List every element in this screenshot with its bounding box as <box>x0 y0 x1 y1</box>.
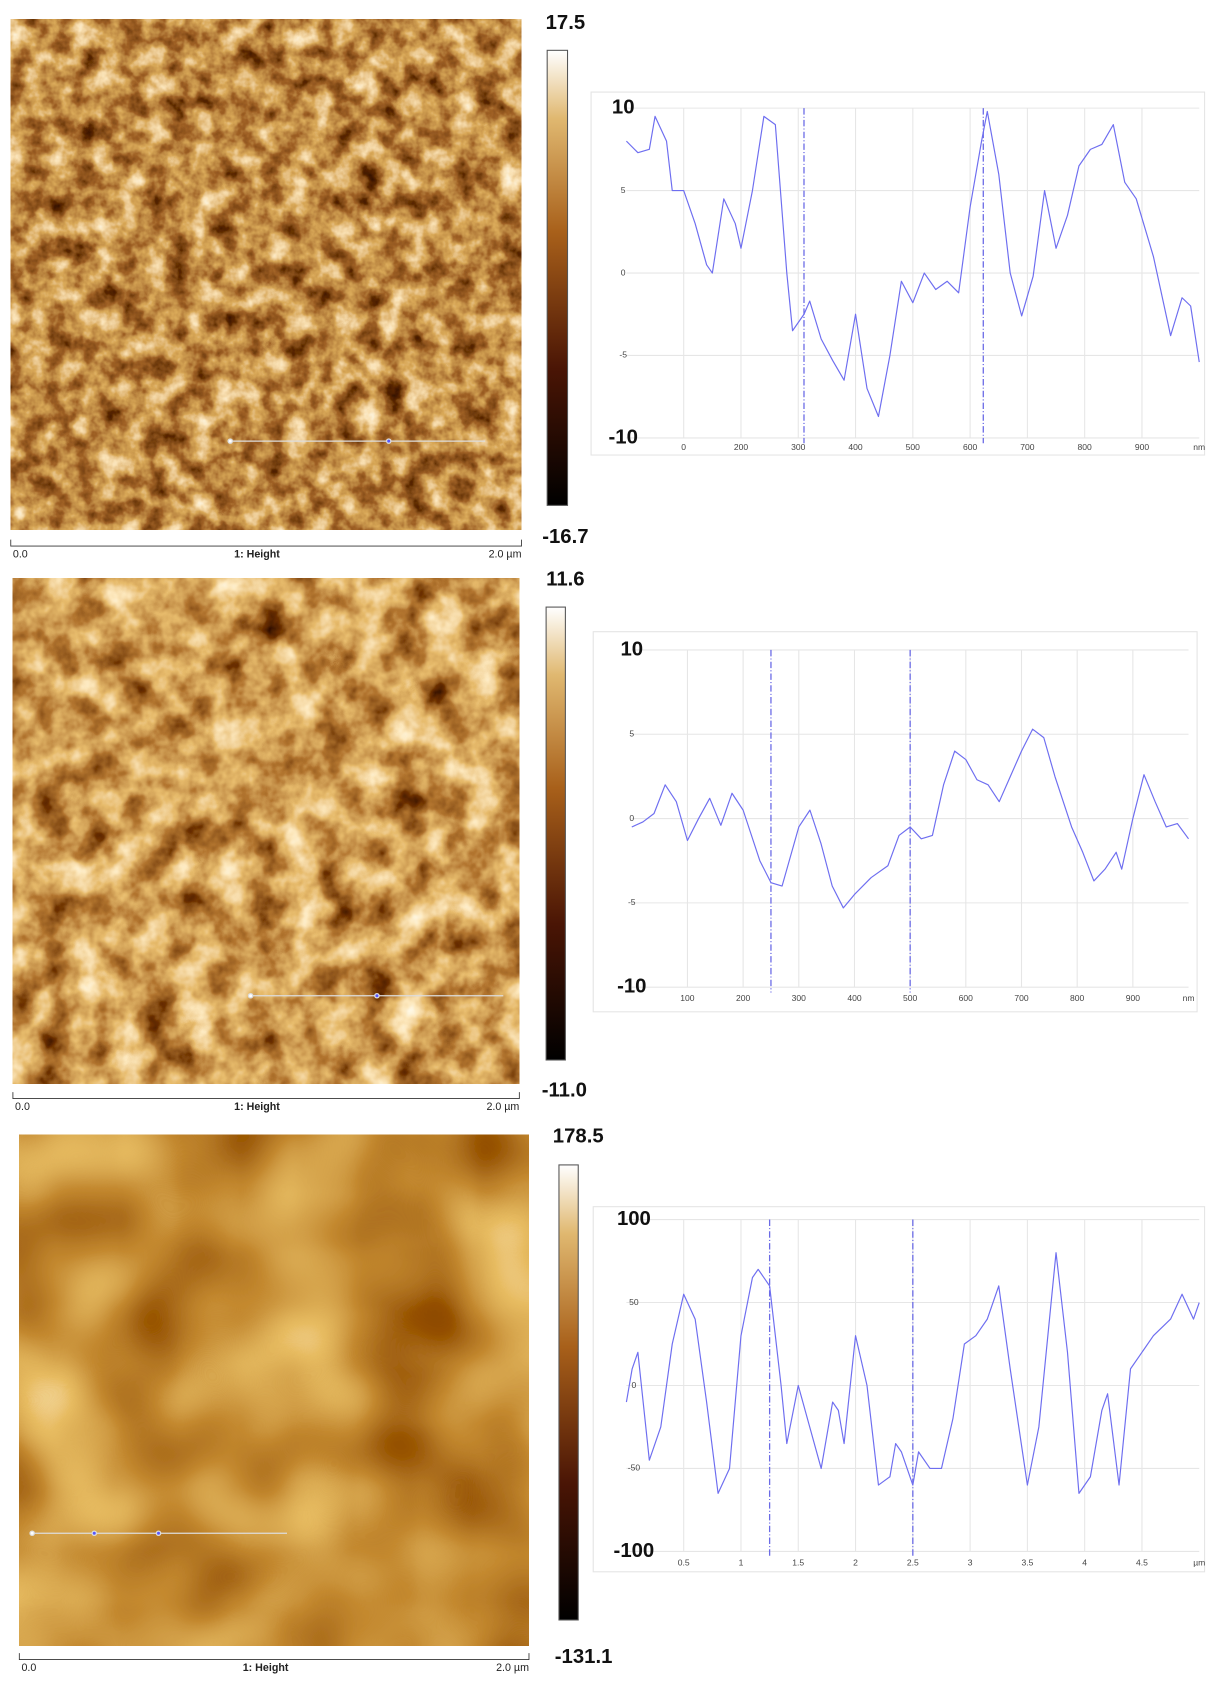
y-tick-label: -50 <box>628 1463 641 1473</box>
x-tick-label: 1.5 <box>792 1557 804 1567</box>
afm-image <box>19 1134 529 1646</box>
chart-frame <box>590 91 1206 456</box>
colorbar-min: -16.7 <box>542 526 588 548</box>
colorbar-min: -11.0 <box>542 1079 587 1101</box>
y-tick-label: -10 <box>617 976 646 998</box>
chart-frame <box>592 631 1198 1013</box>
y-tick-label: 0 <box>621 267 626 277</box>
x-tick-label: 300 <box>791 442 806 452</box>
x-tick-label: 0 <box>681 442 686 452</box>
y-tick-label: 0 <box>629 813 634 823</box>
x-tick-label: 800 <box>1070 993 1085 1003</box>
x-tick-label: 2 <box>853 1557 858 1567</box>
x-tick-label: 300 <box>792 993 807 1003</box>
x-tick-label: 200 <box>736 993 751 1003</box>
colorbar-max: 178.5 <box>553 1125 604 1147</box>
colorbar-max: 11.6 <box>546 569 584 591</box>
channel-label: 1: Height <box>243 1662 289 1674</box>
x-tick-label: 500 <box>906 442 921 452</box>
scale-end: 2.0 µm <box>489 548 522 560</box>
x-tick-label: 500 <box>903 993 918 1003</box>
x-tick-label: 600 <box>963 442 978 452</box>
x-tick-label: 900 <box>1126 993 1141 1003</box>
scale-bars <box>10 539 530 1661</box>
y-tick-label: 0 <box>632 1380 637 1390</box>
scale-start: 0.0 <box>15 1101 30 1113</box>
y-tick-label: -10 <box>609 426 638 448</box>
x-tick-label: 0.5 <box>678 1557 690 1567</box>
y-tick-label: -100 <box>614 1540 655 1562</box>
x-unit-label: nm <box>1183 993 1195 1003</box>
afm-image <box>12 578 520 1084</box>
profile-line <box>625 110 1200 418</box>
colorbar-min: -131.1 <box>555 1646 613 1668</box>
profile-line <box>625 1252 1200 1494</box>
x-tick-label: 100 <box>680 993 695 1003</box>
scale-end: 2.0 µm <box>486 1101 519 1113</box>
colorbar-max: 17.5 <box>546 12 586 34</box>
afm-image <box>10 19 522 530</box>
x-unit-label: µm <box>1193 1557 1205 1567</box>
channel-label: 1: Height <box>234 548 280 560</box>
x-tick-label: 200 <box>734 442 749 452</box>
y-tick-label: -5 <box>628 897 636 907</box>
y-tick-label: 10 <box>620 638 643 660</box>
x-unit-label: nm <box>1193 442 1205 452</box>
y-tick-label: 5 <box>621 185 626 195</box>
colorbar <box>546 49 569 506</box>
y-tick-label: 10 <box>612 97 635 119</box>
x-tick-label: 3.5 <box>1021 1557 1033 1567</box>
x-tick-label: 4 <box>1082 1557 1087 1567</box>
scale-start: 0.0 <box>13 548 28 560</box>
scale-end: 2.0 µm <box>496 1662 529 1674</box>
x-tick-label: 3 <box>968 1557 973 1567</box>
x-tick-label: 800 <box>1078 442 1093 452</box>
x-tick-label: 900 <box>1135 442 1150 452</box>
x-tick-label: 4.5 <box>1136 1557 1148 1567</box>
y-tick-label: 5 <box>629 728 634 738</box>
x-tick-label: 700 <box>1014 993 1029 1003</box>
x-tick-label: 600 <box>959 993 974 1003</box>
y-tick-label: -5 <box>619 350 627 360</box>
x-tick-label: 400 <box>848 442 863 452</box>
y-tick-label: 50 <box>629 1297 639 1307</box>
chart-frame <box>592 1206 1206 1573</box>
colorbar <box>545 606 566 1061</box>
x-tick-label: 2.5 <box>907 1557 919 1567</box>
channel-label: 1: Height <box>234 1101 280 1113</box>
colorbar <box>558 1164 579 1621</box>
x-tick-label: 700 <box>1020 442 1035 452</box>
y-tick-label: 100 <box>617 1208 651 1230</box>
profile-line <box>631 728 1190 909</box>
x-tick-label: 1 <box>739 1557 744 1567</box>
scale-start: 0.0 <box>21 1662 36 1674</box>
x-tick-label: 400 <box>847 993 862 1003</box>
profile-lines <box>29 438 504 1537</box>
